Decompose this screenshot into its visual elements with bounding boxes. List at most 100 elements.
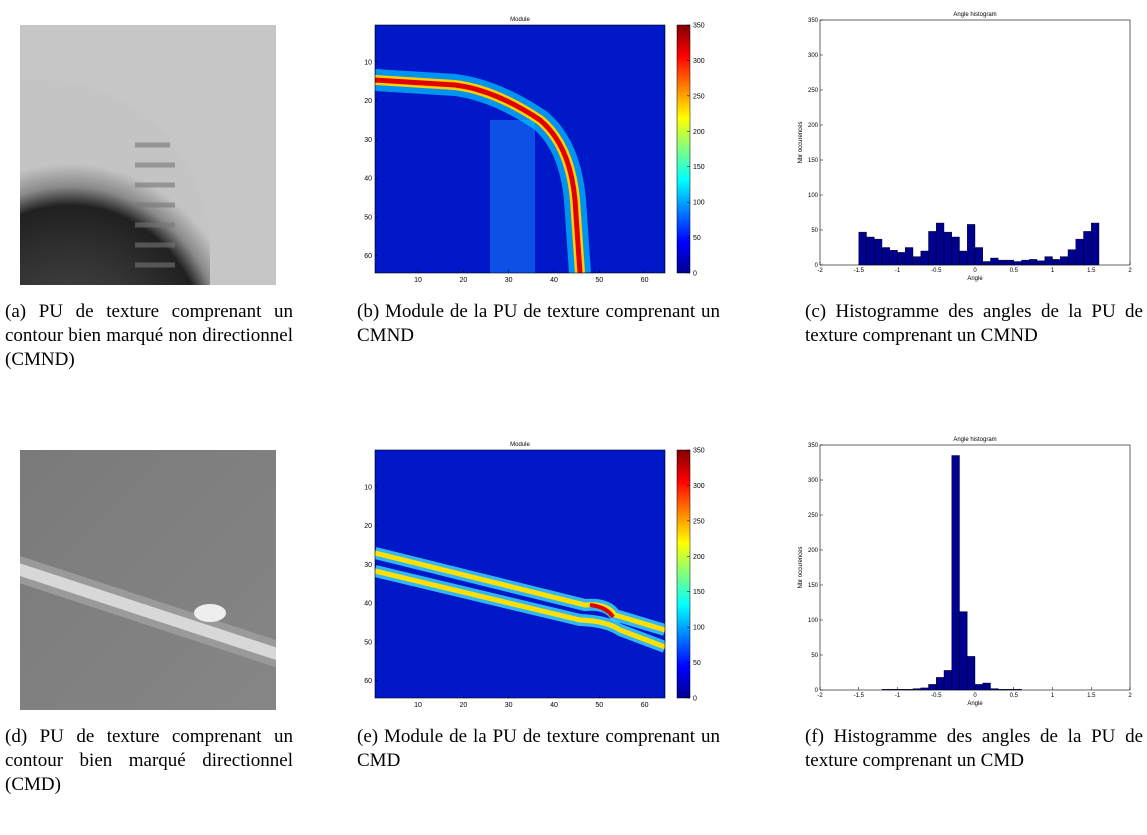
x-axis-label: Angle [967,276,983,282]
bar [928,684,937,691]
bar [1091,222,1100,266]
bar [959,611,968,691]
bar [866,236,875,266]
x-tick-label: 1 [1051,693,1055,699]
y-tick-label: 60 [364,253,372,260]
x-tick-label: 1.5 [1087,268,1096,274]
axes-frame [374,449,666,699]
x-tick-label: -1 [895,268,901,274]
texture-image-d [20,450,276,710]
x-tick-label: -1.5 [854,693,865,699]
bar [1029,259,1038,266]
colorbar-tick-label: 100 [693,200,705,207]
bar [897,252,906,266]
y-tick-label: 200 [808,123,819,129]
bar [998,259,1007,266]
colorbar [676,449,691,699]
x-tick-label: 1.5 [1087,693,1096,699]
y-tick-label: 60 [364,678,372,685]
bar [974,684,983,691]
colorbar-tick-label: 250 [693,518,705,525]
bar [1021,259,1030,266]
colorbar-tick-label: 0 [693,271,697,278]
x-tick-label: -0.5 [931,693,942,699]
colorbar-tick-label: 0 [693,696,697,703]
bar [912,688,921,691]
x-tick-label: 0 [973,693,977,699]
heatmap-plot: Module 10 20 30 40 50 60 10 20 30 40 50 60 0 50 100 150 2… [364,442,705,709]
bar [967,656,976,691]
bar [1067,249,1076,266]
y-tick-label: 20 [364,523,372,530]
caption: (f) Histogramme des angles de la PU de t… [805,726,1143,771]
bar [982,261,991,266]
colorbar-tick-label: 50 [693,235,701,242]
heatmap-plot: Module 10 20 30 40 50 60 10 20 30 40 50 60 0 50 100 150 2… [364,17,705,284]
y-tick-label: 100 [808,193,819,199]
x-tick-label: 60 [641,702,649,709]
colorbar-tick-label: 50 [693,660,701,667]
bar [943,670,952,691]
y-tick-label: 50 [811,653,818,659]
bar [1044,256,1053,266]
heatmap-image [375,450,665,698]
x-tick-label: 0.5 [1010,268,1019,274]
bar [1052,259,1061,266]
x-axis-label: Angle [967,701,983,707]
bar [881,689,890,691]
bar [959,250,968,266]
colorbar-tick-label: 350 [693,23,705,30]
bar [1083,231,1092,266]
y-tick-label: 0 [815,688,819,694]
bar [897,689,906,691]
bar [874,238,883,266]
y-tick-label: 300 [808,53,819,59]
y-tick-label: 200 [808,548,819,554]
y-tick-label: 10 [364,484,372,491]
x-tick-label: 0 [973,268,977,274]
colorbar-tick-label: 250 [693,93,705,100]
colorbar-tick-label: 150 [693,164,705,171]
y-tick-label: 50 [364,639,372,646]
x-tick-label: 2 [1128,268,1132,274]
x-tick-label: 50 [595,277,603,284]
y-tick-label: 0 [815,263,819,269]
heatmap-image [375,25,665,273]
x-tick-label: 60 [641,277,649,284]
y-tick-label: 150 [808,158,819,164]
colorbar-tick-label: 300 [693,483,705,490]
histogram-plot: Angle histogram Angle Nbr occurences -2 -1.5… [798,12,1132,282]
axes-frame [819,444,1131,691]
y-tick-label: 50 [364,214,372,221]
x-tick-label: 1 [1051,268,1055,274]
x-tick-label: 2 [1128,693,1132,699]
x-tick-label: 0.5 [1010,693,1019,699]
x-tick-label: 20 [459,277,467,284]
y-tick-label: 30 [364,562,372,569]
y-tick-label: 350 [808,443,819,449]
y-tick-label: 20 [364,98,372,105]
colorbar-tick-label: 200 [693,554,705,561]
y-tick-label: 150 [808,583,819,589]
x-tick-label: -2 [817,693,823,699]
y-tick-label: 50 [811,228,818,234]
bar [1075,238,1084,266]
bar [920,250,929,266]
x-tick-label: -1.5 [854,268,865,274]
y-tick-label: 40 [364,601,372,608]
bar [936,222,945,266]
x-tick-label: 10 [414,702,422,709]
histogram-plot: Angle histogram Angle Nbr occurences -2 -1.5… [798,437,1132,707]
x-tick-label: 40 [550,277,558,284]
y-tick-label: 100 [808,618,819,624]
y-tick-label: 30 [364,137,372,144]
bar [889,250,898,266]
chart-title: Angle histogram [953,437,996,443]
colorbar-tick-label: 300 [693,58,705,65]
bar [1005,689,1014,691]
x-tick-label: 30 [505,277,513,284]
bar [990,257,999,266]
bar [920,687,929,691]
bar [912,256,921,266]
